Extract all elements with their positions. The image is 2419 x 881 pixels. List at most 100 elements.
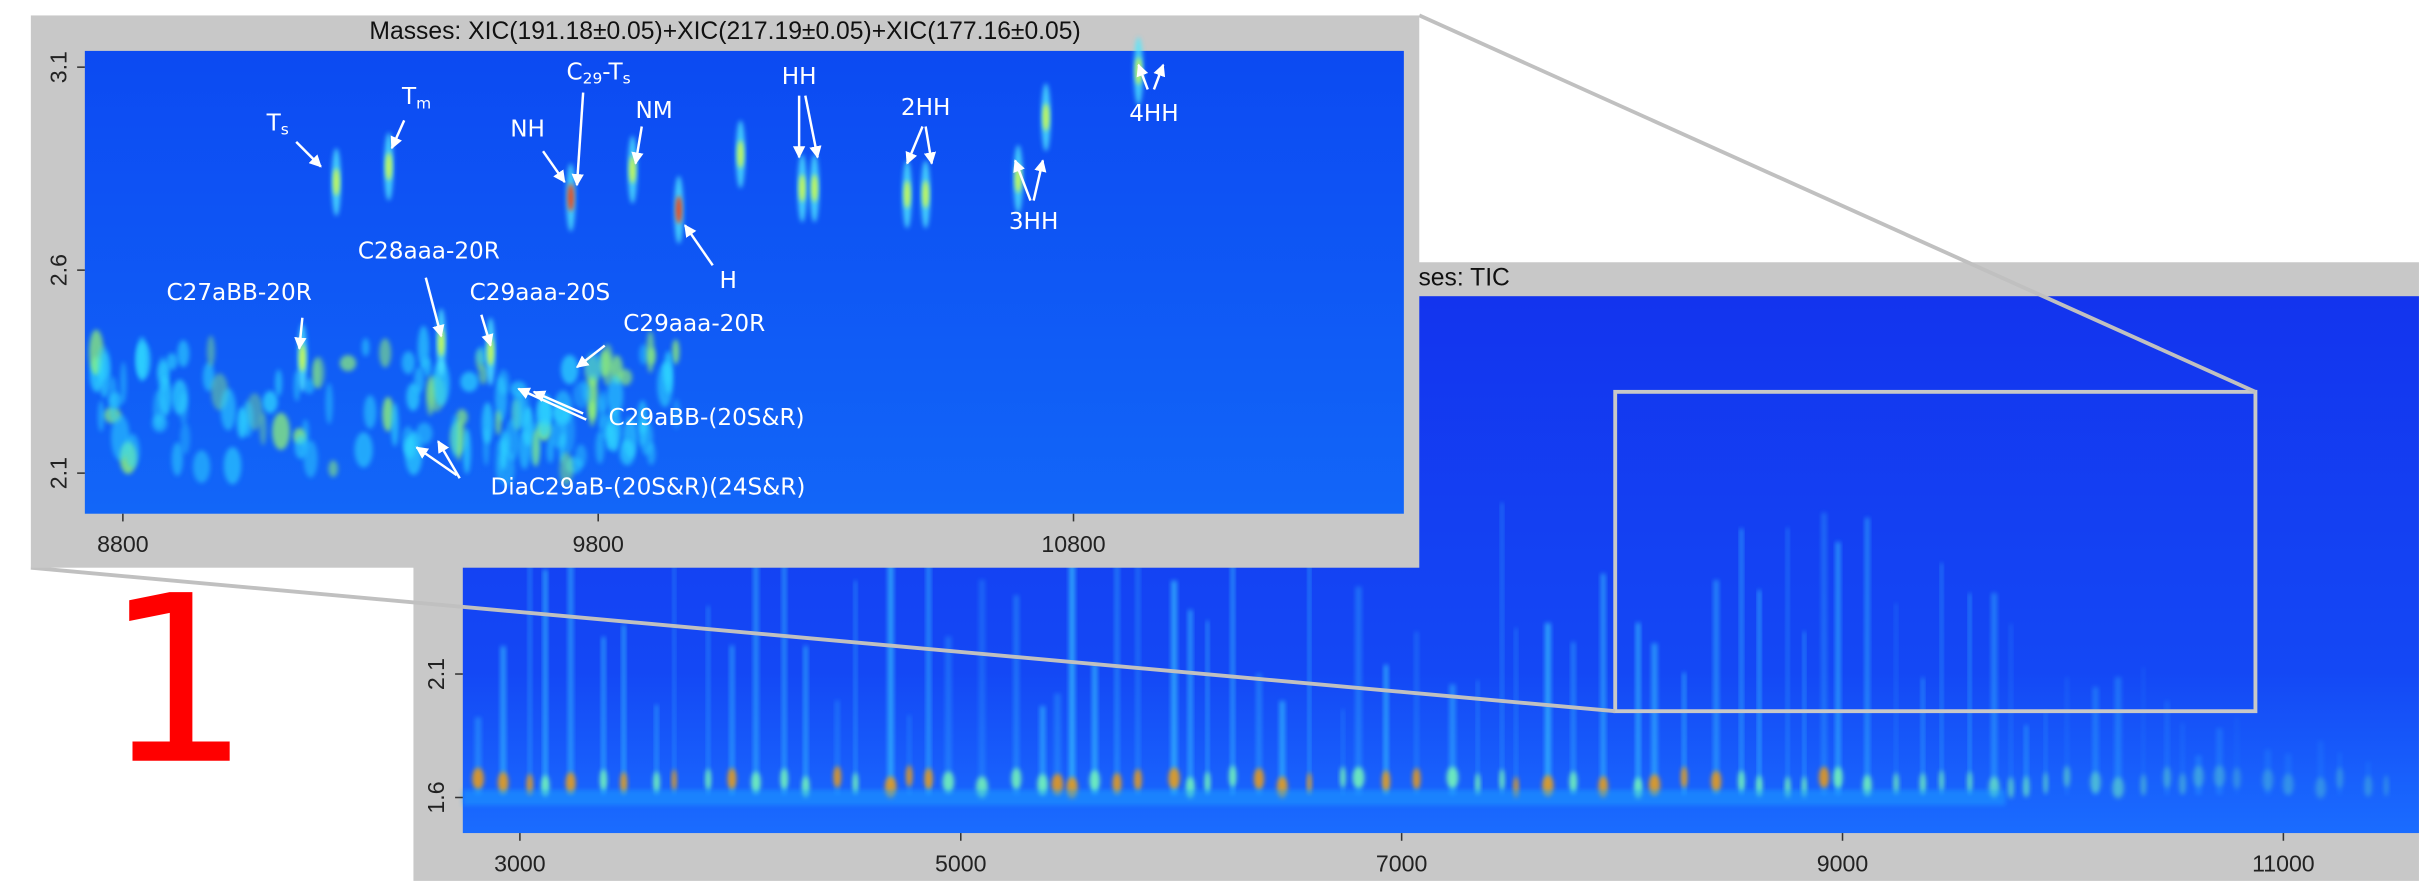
- heatmap-spot: [303, 440, 318, 478]
- annotation-arrow: [390, 119, 406, 150]
- heatmap-spot: [926, 557, 931, 795]
- heatmap-spot: [2282, 773, 2294, 796]
- heatmap-spot: [727, 768, 737, 790]
- zoom-line: [30, 565, 1616, 714]
- heatmap-spot: [904, 180, 911, 209]
- heatmap-spot: [1446, 766, 1459, 789]
- heatmap-spot: [639, 344, 649, 365]
- heatmap-spot: [1476, 680, 1480, 795]
- heatmap-spot: [532, 429, 540, 467]
- annotation: HH: [782, 64, 817, 90]
- heatmap-spot: [1308, 510, 1311, 795]
- heatmap-spot: [497, 771, 509, 794]
- figure-body: Masses: TIC Masses: XIC(191.18±0.05)+XIC…: [30, 13, 2419, 881]
- annotation-part: C27aBB-20R: [166, 280, 311, 306]
- annotation-arrow: [1013, 159, 1032, 201]
- annotation: NH: [510, 116, 545, 142]
- heatmap-spot: [601, 343, 614, 386]
- heatmap-spot: [601, 636, 606, 795]
- heatmap-spot: [620, 772, 628, 794]
- heatmap-spot: [672, 398, 681, 430]
- heatmap-spot: [1188, 609, 1193, 795]
- heatmap-spot: [2192, 765, 2205, 788]
- heatmap-spot: [120, 361, 127, 404]
- heatmap-spot: [1171, 580, 1177, 795]
- annotation: 3HH: [1009, 209, 1059, 235]
- annotation: NM: [635, 98, 672, 124]
- annotation-arrow: [905, 126, 924, 165]
- heatmap-spot: [1112, 772, 1122, 795]
- heatmap-spot: [672, 339, 680, 365]
- heatmap-spot: [328, 460, 338, 478]
- heatmap-spot: [1340, 766, 1346, 789]
- annotation-part: NM: [635, 98, 672, 124]
- annotation-arrow: [517, 387, 587, 421]
- annotation-arrow: [1152, 63, 1166, 90]
- heatmap-spot: [653, 771, 660, 794]
- heatmap-spot: [136, 336, 148, 382]
- heatmap-spot: [294, 435, 308, 460]
- annotation: C28aaa-20R: [358, 238, 500, 264]
- heatmap-spot: [1711, 770, 1722, 793]
- annotation-arrow: [571, 92, 585, 187]
- x-tick-label: 5000: [935, 851, 986, 877]
- heatmap-spot: [1757, 590, 1761, 795]
- heatmap-spot: [811, 174, 818, 203]
- heatmap-spot: [581, 380, 590, 402]
- annotation-part: T: [266, 110, 282, 136]
- heatmap-spot: [2213, 765, 2226, 787]
- heatmap-spot: [1381, 770, 1391, 792]
- annotation-arrow: [532, 390, 584, 415]
- heatmap-spot: [111, 414, 130, 461]
- heatmap-spot: [2336, 767, 2344, 789]
- heatmap-spot: [1499, 769, 1505, 791]
- annotation-part: C: [566, 59, 582, 85]
- heatmap-spot: [565, 772, 576, 794]
- heatmap-spot: [500, 646, 506, 795]
- heatmap-spot: [432, 360, 450, 407]
- heatmap-spot: [2115, 677, 2122, 795]
- heatmap-spot: [924, 768, 933, 790]
- heatmap-spot: [2092, 687, 2099, 795]
- heatmap-spot: [1600, 573, 1606, 795]
- heatmap-spot: [1651, 643, 1658, 795]
- heatmap-spot: [2383, 775, 2389, 797]
- annotation: 4HH: [1129, 101, 1179, 127]
- annotation-arrow: [295, 141, 322, 168]
- heatmap-spot: [1991, 593, 1997, 795]
- heatmap-spot: [108, 392, 123, 408]
- heatmap-spot: [671, 769, 677, 792]
- heatmap-spot: [567, 183, 574, 212]
- heatmap-spot: [242, 400, 254, 438]
- heatmap-spot: [511, 391, 526, 429]
- heatmap-spot: [505, 418, 520, 461]
- heatmap-spot: [171, 442, 183, 476]
- heatmap-spot: [1054, 693, 1061, 795]
- heatmap-spot: [159, 377, 172, 416]
- annotation-part: 3HH: [1009, 209, 1059, 235]
- heatmap-spot: [589, 400, 596, 427]
- heatmap-spot: [1968, 593, 1972, 795]
- annotation-arrow: [542, 150, 566, 184]
- heatmap-spot: [945, 636, 952, 795]
- heatmap-spot: [942, 771, 955, 793]
- heatmap-spot: [522, 406, 534, 447]
- heatmap-spot: [559, 452, 574, 486]
- heatmap-spot: [1355, 586, 1362, 795]
- heatmap-spot: [325, 382, 333, 425]
- annotation-part: HH: [782, 64, 817, 90]
- x-tick-label: 9800: [572, 531, 623, 557]
- heatmap-spot: [729, 645, 735, 795]
- annotation-part: C29aaa-20R: [623, 310, 765, 336]
- heatmap-spot: [1279, 701, 1285, 795]
- heatmap-spot: [390, 402, 399, 447]
- heatmap-spot: [2090, 771, 2101, 794]
- heatmap-spot: [1500, 502, 1504, 795]
- heatmap-spot: [425, 375, 435, 416]
- annotation-part: T: [401, 84, 417, 110]
- heatmap-spot: [1204, 771, 1211, 794]
- heatmap-spot: [1738, 770, 1745, 793]
- heatmap-spot: [166, 353, 178, 370]
- heatmap-spot: [646, 330, 655, 373]
- heatmap-spot: [382, 396, 394, 432]
